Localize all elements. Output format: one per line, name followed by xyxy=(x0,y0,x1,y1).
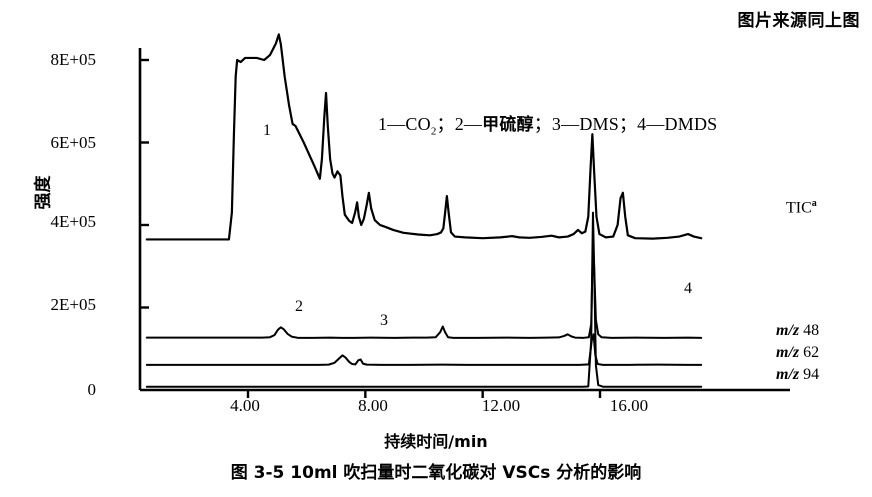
y-tick-marks xyxy=(140,58,149,309)
peak-annotation-2: 2 xyxy=(295,298,303,315)
mz62-prefix: m/z xyxy=(776,344,800,361)
x-tick-marks xyxy=(246,390,602,398)
y-tick-label-4e05: 4E+05 xyxy=(50,212,96,231)
x-tick-label-12: 12.00 xyxy=(481,396,521,415)
mz94-value: 94 xyxy=(803,366,820,383)
mz48-prefix: m/z xyxy=(776,322,800,339)
x-tick-label-4: 4.00 xyxy=(230,396,260,415)
peak-annotation-1: 1 xyxy=(263,122,271,139)
trace-label-mz94: m/z 94 xyxy=(776,366,819,384)
x-axis-title: 持续时间/min xyxy=(0,428,872,452)
mz62-value: 62 xyxy=(803,344,820,361)
peak-legend: 1—CO2；2—甲硫醇；3—DMS；4—DMDS xyxy=(378,110,717,138)
trace-tic xyxy=(145,33,703,241)
source-note: 图片来源同上图 xyxy=(737,11,860,31)
trace-label-mz62: m/z 62 xyxy=(776,344,819,362)
y-tick-label-2e05: 2E+05 xyxy=(50,295,96,314)
trace-label-mz48: m/z 48 xyxy=(776,322,819,340)
x-axis-title-text: 持续时间/min xyxy=(384,432,488,451)
x-tick-label-16: 16.00 xyxy=(609,396,649,415)
y-tick-label-0: 0 xyxy=(87,380,97,399)
mz94-prefix: m/z xyxy=(776,366,800,383)
tic-superscript: a xyxy=(811,198,817,209)
trace-mz48 xyxy=(145,244,703,339)
tic-text: TIC xyxy=(786,199,812,217)
y-tick-label-6e05: 6E+05 xyxy=(50,133,96,152)
trace-mz94 xyxy=(145,211,703,388)
x-tick-label-8: 8.00 xyxy=(358,396,388,415)
peak-annotation-3: 3 xyxy=(380,312,388,329)
peak-annotation-4: 4 xyxy=(684,280,692,297)
trace-label-tic: TICa xyxy=(786,198,817,217)
legend-text: 1—CO2；2—甲硫醇；3—DMS；4—DMDS xyxy=(378,114,718,138)
y-tick-label-8e05: 8E+05 xyxy=(50,50,96,69)
figure-caption: 图 3-5 10ml 吹扫量时二氧化碳对 VSCs 分析的影响 xyxy=(230,463,642,483)
trace-mz62 xyxy=(145,333,703,366)
mz48-value: 48 xyxy=(803,322,820,339)
